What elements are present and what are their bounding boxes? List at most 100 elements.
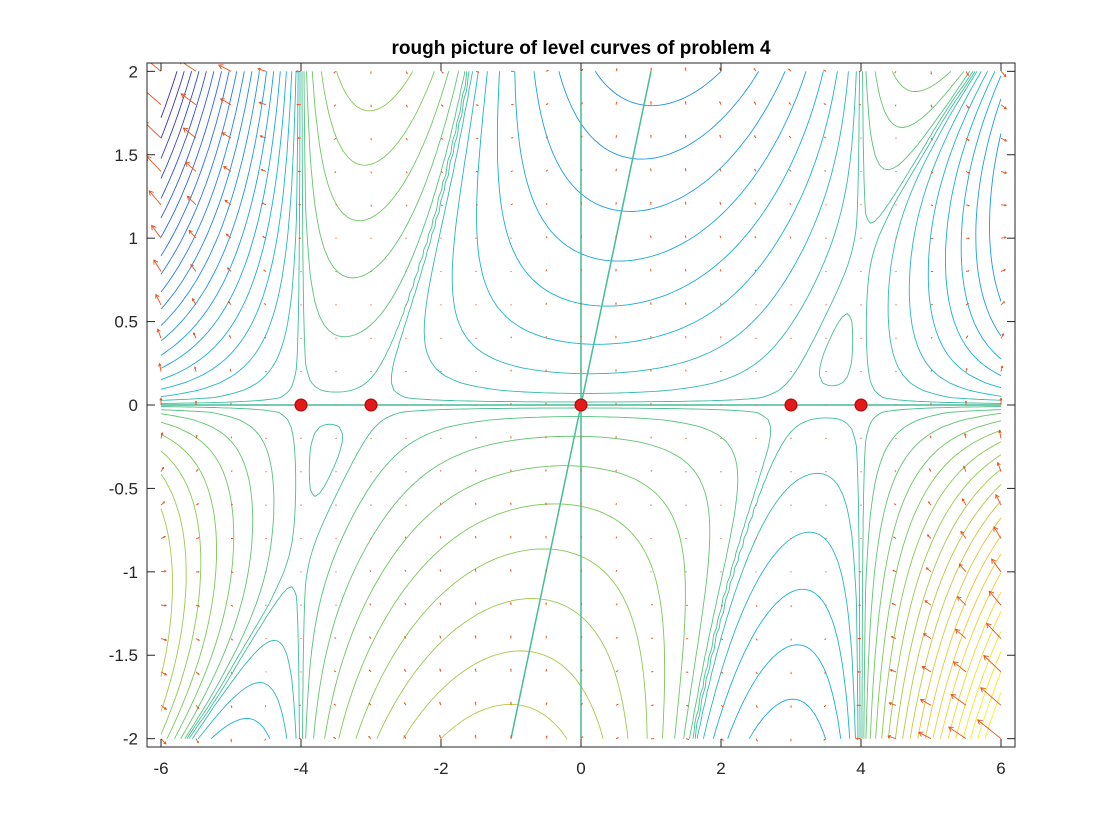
quiver-arrow [719,100,722,105]
quiver-arrow [980,687,1002,706]
contour-level [160,70,1002,739]
quiver-dot [370,504,372,506]
quiver-arrow [160,466,164,472]
quiver-arrow [754,135,757,139]
quiver-arrow [1000,236,1007,239]
quiver-arrow [921,666,932,673]
quiver-arrow [180,93,197,106]
quiver-dot [895,337,897,339]
quiver-arrow [890,635,897,640]
quiver-arrow [924,600,932,606]
quiver-arrow [976,719,1002,740]
quiver-arrow [188,229,197,239]
quiver-arrow [229,368,232,372]
quiver-arrow [439,502,442,506]
quiver-arrow [999,397,1003,405]
contour-level [161,70,1001,739]
quiver-arrow [368,702,372,706]
quiver-arrow [650,402,652,405]
quiver-dot [860,304,862,306]
quiver-dot [265,571,267,573]
quiver-arrow [474,601,477,606]
critical-point [784,398,798,412]
quiver-dot [265,371,267,373]
quiver-arrow [580,502,582,506]
quiver-arrow [230,504,234,506]
quiver-dot [720,537,722,540]
quiver-arrow [195,537,200,539]
y-tick-label: 2 [129,62,138,81]
quiver-dot [335,304,337,306]
quiver-arrow [685,638,689,640]
quiver-dot [825,537,827,540]
quiver-arrow [475,170,479,173]
quiver-dot [790,371,792,373]
quiver-arrow [184,161,197,172]
quiver-dot [405,437,407,439]
y-tick-label: 1.5 [114,146,138,165]
quiver-dot [895,404,897,406]
quiver-dot [300,571,302,573]
quiver-arrow [580,569,583,572]
quiver-arrow [439,535,442,539]
quiver-arrow [405,137,408,141]
quiver-dot [825,270,827,273]
quiver-dot [685,437,687,439]
quiver-dot [755,504,757,506]
quiver-arrow [998,429,1002,439]
quiver-dot [825,504,827,506]
quiver-arrow [685,738,690,741]
quiver-arrow [475,70,480,73]
quiver-dot [895,137,897,139]
quiver-arrow [257,67,267,72]
quiver-arrow [222,166,232,172]
contour-level [160,71,238,275]
quiver-dot [685,471,687,473]
quiver-arrow [1000,365,1004,372]
critical-point [294,398,308,412]
quiver-arrow [685,671,689,674]
quiver-arrow [403,735,407,739]
quiver-arrow [995,493,1002,506]
contour-level [161,71,1001,740]
quiver-arrow [894,71,897,74]
quiver-arrow [855,737,861,740]
quiver-dot [440,337,442,339]
quiver-dot [755,537,757,540]
quiver-arrow [615,435,617,439]
quiver-arrow [259,135,267,139]
quiver-arrow [580,435,582,439]
quiver-arrow [510,137,514,139]
quiver-dot [720,404,722,406]
quiver-arrow [155,293,162,306]
quiver-dot [335,471,337,473]
quiver-dot [720,471,722,473]
quiver-arrow [440,137,444,140]
quiver-dot [335,571,337,573]
quiver-arrow [439,635,442,639]
quiver-dot [755,371,757,373]
contour-level [160,71,1002,739]
contour-level [160,70,722,326]
quiver-arrow [1000,104,1008,110]
quiver-arrow [545,103,549,106]
quiver-arrow [474,634,477,639]
quiver-arrow [510,170,514,172]
quiver-arrow [650,637,654,640]
quiver-arrow [983,654,1002,673]
quiver-dot [790,504,792,506]
quiver-dot [860,237,862,239]
quiver-arrow [754,168,757,172]
quiver-arrow [929,435,932,439]
quiver-arrow [650,604,654,606]
quiver-dot [300,270,302,273]
y-tick-label: 1 [129,229,138,248]
quiver-arrow [754,269,757,272]
quiver-arrow [405,204,408,207]
quiver-dot [405,237,407,239]
quiver-arrow [615,234,617,239]
quiver-arrow [264,336,267,339]
quiver-arrow [545,302,547,305]
quiver-arrow [1000,301,1006,306]
quiver-arrow [439,668,442,673]
